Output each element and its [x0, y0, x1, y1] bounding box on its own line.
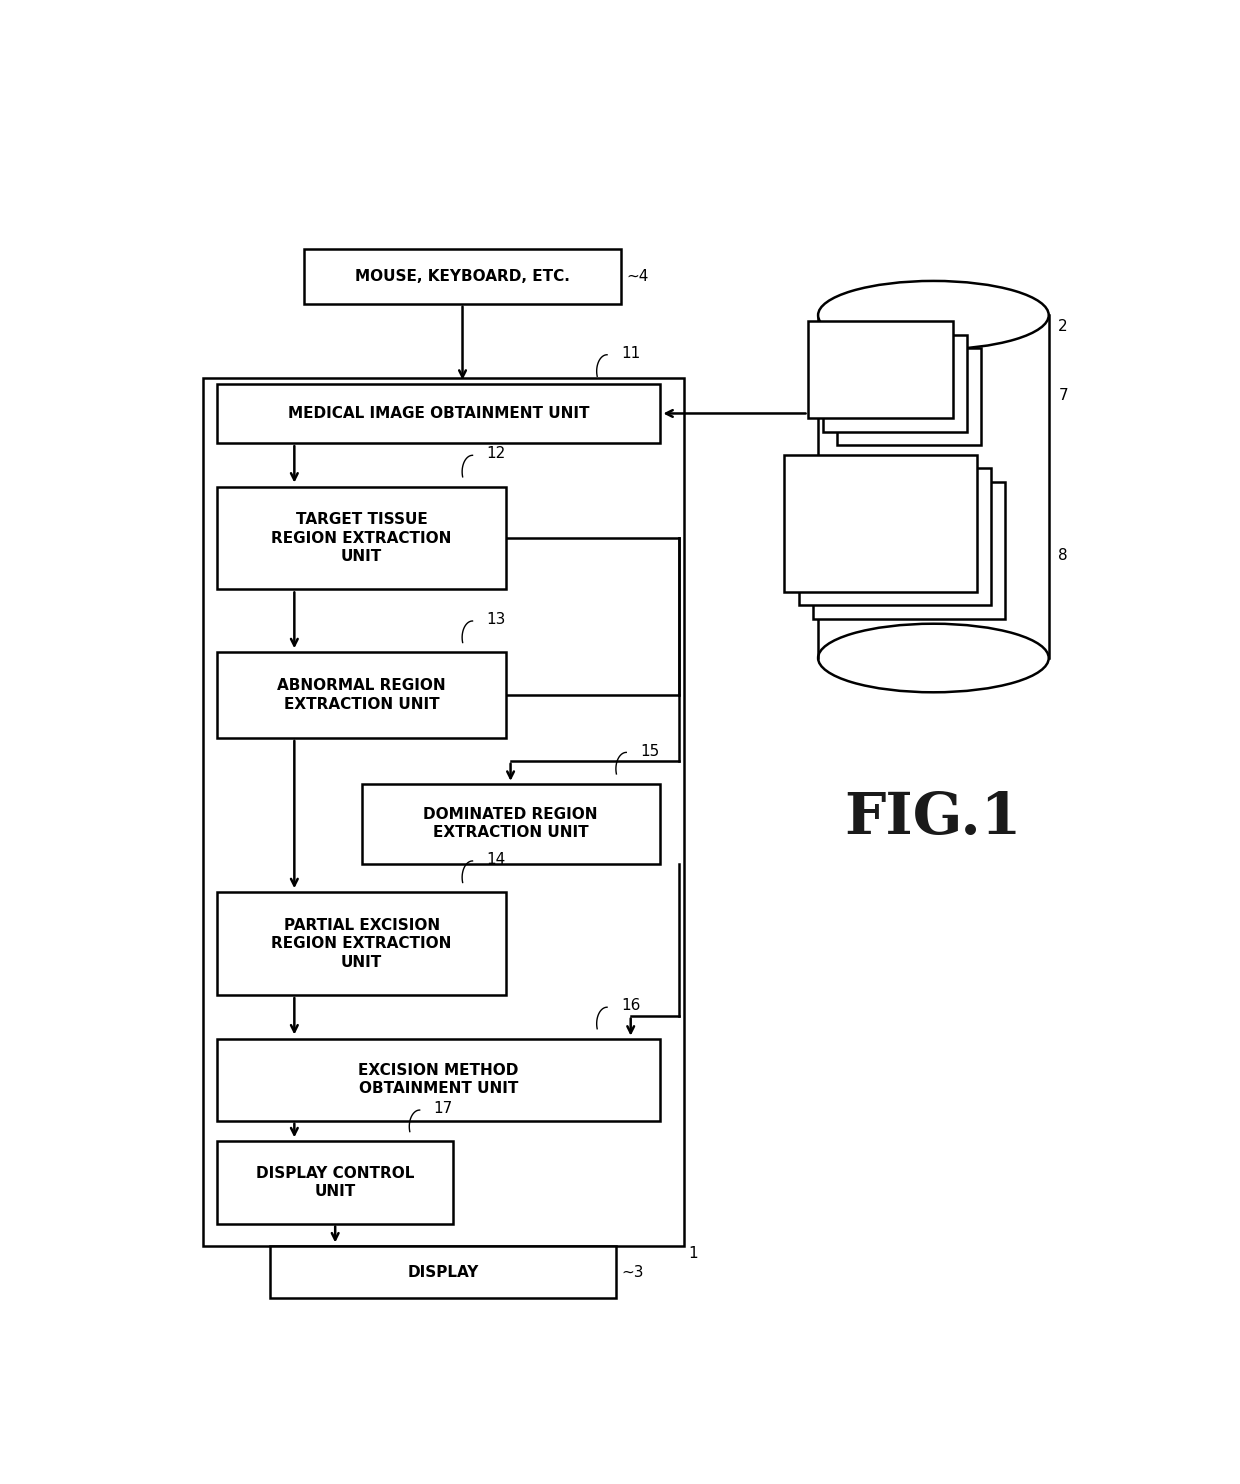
Text: 1: 1 — [688, 1247, 698, 1261]
FancyBboxPatch shape — [217, 1141, 453, 1224]
Text: ABNORMAL REGION
EXTRACTION UNIT: ABNORMAL REGION EXTRACTION UNIT — [278, 678, 446, 712]
Text: DISPLAY CONTROL
UNIT: DISPLAY CONTROL UNIT — [255, 1166, 414, 1199]
Text: 8: 8 — [1058, 548, 1068, 562]
FancyBboxPatch shape — [837, 349, 982, 445]
Text: 11: 11 — [621, 346, 640, 361]
Text: MOUSE, KEYBOARD, ETC.: MOUSE, KEYBOARD, ETC. — [355, 269, 570, 283]
Text: DISPLAY: DISPLAY — [408, 1264, 479, 1279]
Text: 15: 15 — [640, 743, 660, 758]
Text: ~4: ~4 — [626, 269, 649, 283]
FancyBboxPatch shape — [217, 1039, 660, 1120]
Text: 2: 2 — [1058, 319, 1068, 334]
Text: ~3: ~3 — [621, 1264, 644, 1279]
Text: DOMINATED REGION
EXTRACTION UNIT: DOMINATED REGION EXTRACTION UNIT — [423, 807, 598, 840]
FancyBboxPatch shape — [813, 482, 1006, 619]
Ellipse shape — [818, 280, 1049, 350]
FancyBboxPatch shape — [823, 334, 967, 432]
FancyBboxPatch shape — [217, 384, 660, 444]
FancyBboxPatch shape — [270, 1247, 616, 1298]
FancyBboxPatch shape — [785, 454, 977, 592]
FancyBboxPatch shape — [217, 653, 506, 738]
FancyBboxPatch shape — [808, 321, 952, 418]
Text: 14: 14 — [486, 852, 506, 867]
Text: MEDICAL IMAGE OBTAINMENT UNIT: MEDICAL IMAGE OBTAINMENT UNIT — [288, 407, 589, 421]
Text: PARTIAL EXCISION
REGION EXTRACTION
UNIT: PARTIAL EXCISION REGION EXTRACTION UNIT — [272, 917, 451, 969]
FancyBboxPatch shape — [304, 249, 621, 304]
Text: TARGET TISSUE
REGION EXTRACTION
UNIT: TARGET TISSUE REGION EXTRACTION UNIT — [272, 512, 451, 564]
Text: EXCISION METHOD
OBTAINMENT UNIT: EXCISION METHOD OBTAINMENT UNIT — [358, 1063, 518, 1097]
Text: 7: 7 — [1058, 387, 1068, 402]
FancyBboxPatch shape — [217, 487, 506, 589]
FancyBboxPatch shape — [217, 892, 506, 996]
FancyBboxPatch shape — [799, 469, 991, 605]
Text: 13: 13 — [486, 613, 506, 628]
Text: 17: 17 — [434, 1101, 453, 1116]
FancyBboxPatch shape — [362, 784, 660, 864]
Text: FIG.1: FIG.1 — [844, 789, 1022, 846]
Text: 16: 16 — [621, 999, 641, 1014]
Ellipse shape — [818, 623, 1049, 692]
Text: 12: 12 — [486, 447, 506, 462]
